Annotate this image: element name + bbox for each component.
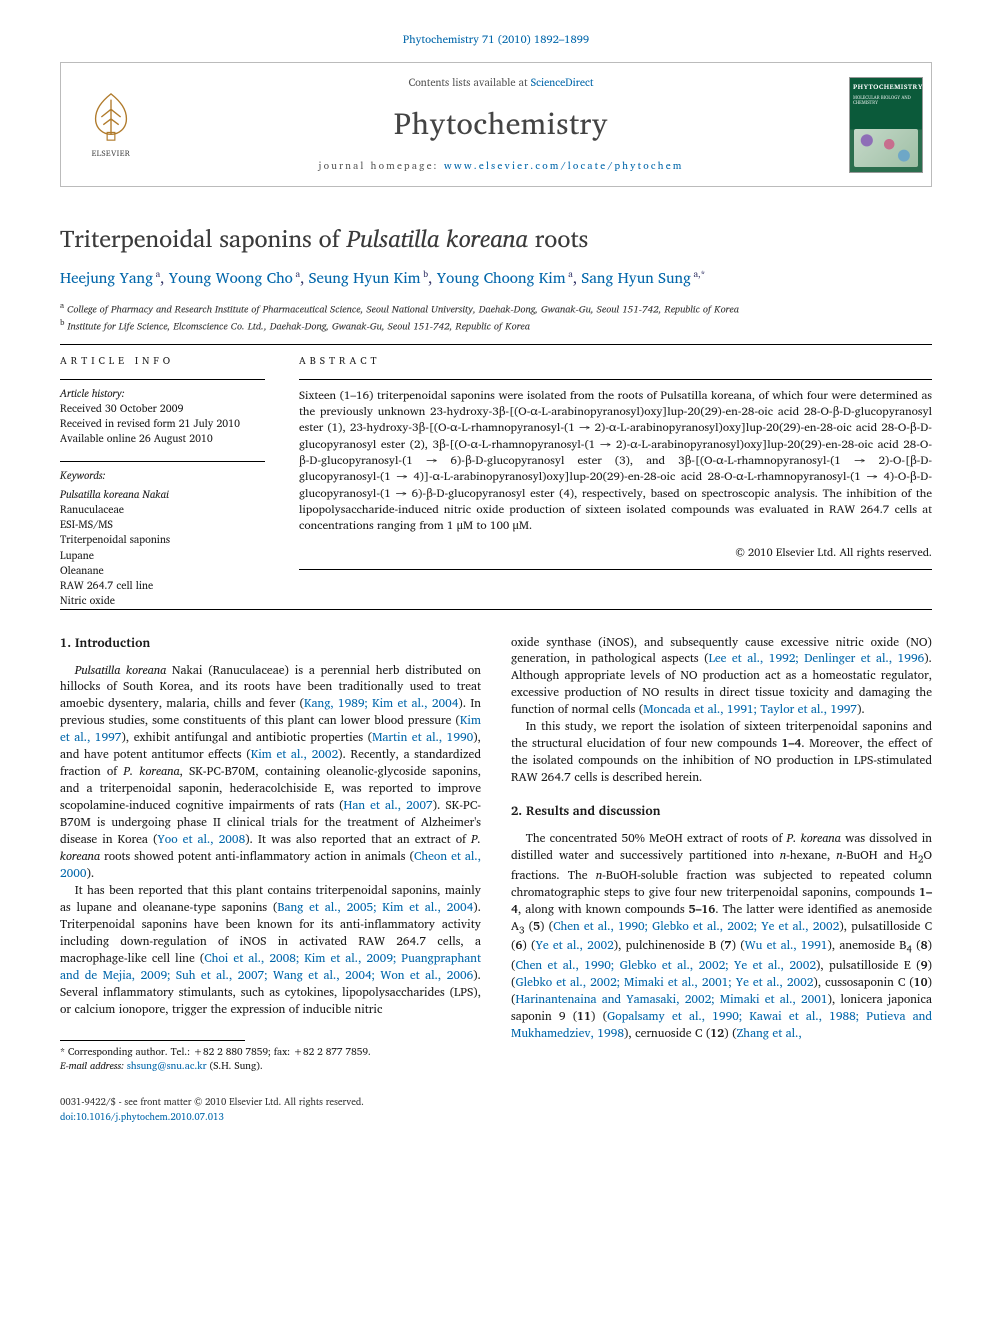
authors-line: Heejung Yang a, Young Woong Cho a, Seung… — [60, 265, 932, 290]
body-paragraph: Pulsatilla koreana Nakai (Ranuculaceae) … — [60, 662, 481, 883]
author-affil-sup: a — [566, 266, 573, 281]
header-center: Contents lists available at ScienceDirec… — [161, 63, 841, 186]
publisher-name: ELSEVIER — [92, 146, 131, 160]
title-post: roots — [528, 218, 588, 258]
author-link[interactable]: Seung Hyun Kim — [309, 265, 421, 290]
author-affil-sup: b — [421, 266, 429, 281]
divider — [60, 344, 932, 345]
divider — [299, 569, 932, 570]
journal-homepage-line: journal homepage: www.elsevier.com/locat… — [167, 158, 835, 174]
affil-text: Institute for Life Science, Elcomscience… — [67, 318, 530, 334]
body-paragraph: oxide synthase (iNOS), and subsequently … — [511, 634, 932, 719]
cover-title: PHYTOCHEMISTRY — [853, 82, 919, 93]
citation-link[interactable]: Kim et al., 2002 — [251, 745, 338, 764]
body-two-column: 1. Introduction Pulsatilla koreana Nakai… — [60, 634, 932, 1074]
keywords-label: Keywords: — [60, 468, 265, 483]
body-paragraph: The concentrated 50% MeOH extract of roo… — [511, 830, 932, 1041]
contents-available-line: Contents lists available at ScienceDirec… — [167, 73, 835, 91]
abstract-heading: ABSTRACT — [299, 353, 932, 369]
front-matter-line: 0031-9422/$ - see front matter © 2010 El… — [60, 1095, 364, 1110]
article-info-column: ARTICLE INFO Article history: Received 3… — [60, 353, 265, 609]
citation-link[interactable]: Lee et al., 1992; Denlinger et al., 1996 — [709, 649, 925, 668]
elsevier-logo: ELSEVIER — [81, 90, 141, 160]
citation-link[interactable]: Wu et al., 1991 — [745, 936, 828, 955]
footer-left: 0031-9422/$ - see front matter © 2010 El… — [60, 1095, 364, 1125]
citation-link[interactable]: Martin et al., 1990 — [372, 728, 473, 747]
author-link[interactable]: Young Woong Cho — [169, 265, 293, 290]
affil-text: College of Pharmacy and Research Institu… — [67, 301, 739, 317]
page-footer: 0031-9422/$ - see front matter © 2010 El… — [60, 1095, 932, 1125]
cover-image-icon — [854, 129, 918, 167]
author-link[interactable]: Heejung Yang — [60, 265, 153, 290]
contents-prefix: Contents lists available at — [409, 73, 531, 91]
journal-cover-thumbnail: PHYTOCHEMISTRY MOLECULAR BIOLOGY AND CHE… — [849, 77, 923, 173]
citation-line: Phytochemistry 71 (2010) 1892–1899 — [60, 30, 932, 48]
citation-link[interactable]: Zhang et al., — [737, 1024, 802, 1043]
citation-link[interactable]: Han et al., 2007 — [344, 796, 433, 815]
title-italic-species: Pulsatilla koreana — [347, 218, 528, 258]
citation-link[interactable]: Bang et al., 2005; Kim et al., 2004 — [277, 898, 473, 917]
author-affil-sup: a — [293, 266, 300, 281]
citation-link[interactable]: Phytochemistry 71 (2010) 1892–1899 — [403, 30, 589, 48]
article-title: Triterpenoidal saponins of Pulsatilla ko… — [60, 223, 932, 253]
divider — [60, 379, 265, 380]
citation-link[interactable]: Chen et al., 1990; Glebko et al., 2002; … — [553, 917, 839, 936]
journal-header-box: ELSEVIER Contents lists available at Sci… — [60, 62, 932, 187]
abstract-copyright: © 2010 Elsevier Ltd. All rights reserved… — [299, 543, 932, 561]
section-heading-results: 2. Results and discussion — [511, 802, 932, 820]
citation-link[interactable]: Choi et al., 2008; Kim et al., 2009; Pua… — [60, 949, 481, 985]
divider — [60, 609, 932, 610]
cover-thumb-cell: PHYTOCHEMISTRY MOLECULAR BIOLOGY AND CHE… — [841, 63, 931, 186]
affil-sup: a — [60, 298, 64, 312]
citation-link[interactable]: Ye et al., 2002 — [535, 936, 613, 955]
author-affil-sup: a, — [691, 266, 701, 281]
section-heading-intro: 1. Introduction — [60, 634, 481, 652]
doi-line: doi:10.1016/j.phytochem.2010.07.013 — [60, 1110, 364, 1125]
article-info-heading: ARTICLE INFO — [60, 353, 265, 369]
abstract-column: ABSTRACT Sixteen (1–16) triterpenoidal s… — [299, 353, 932, 609]
email-owner: (S.H. Sung). — [207, 1058, 263, 1074]
citation-link[interactable]: Yoo et al., 2008 — [157, 830, 245, 849]
publisher-logo-cell: ELSEVIER — [61, 63, 161, 186]
homepage-prefix: journal homepage: — [318, 158, 443, 174]
corresponding-author-mark[interactable]: * — [701, 265, 706, 290]
citation-link[interactable]: Cheon et al., 2000 — [60, 847, 481, 883]
info-abstract-row: ARTICLE INFO Article history: Received 3… — [60, 353, 932, 609]
body-paragraph: In this study, we report the isolation o… — [511, 718, 932, 786]
corresponding-author-footnote: * Corresponding author. Tel.: +82 2 880 … — [60, 1045, 481, 1059]
journal-name: Phytochemistry — [167, 99, 835, 148]
keywords-list: Pulsatilla koreana Nakai Ranuculaceae ES… — [60, 487, 265, 609]
journal-homepage-link[interactable]: www.elsevier.com/locate/phytochem — [444, 158, 684, 174]
affiliation-line: a College of Pharmacy and Research Insti… — [60, 300, 932, 317]
citation-link[interactable]: Kang, 1989; Kim et al., 2004 — [304, 694, 458, 713]
author-link[interactable]: Young Choong Kim — [437, 265, 566, 290]
email-label: E-mail address: — [60, 1058, 127, 1074]
cover-subtitle: MOLECULAR BIOLOGY AND CHEMISTRY — [853, 95, 919, 106]
author-link[interactable]: Sang Hyun Sung — [581, 265, 690, 290]
body-paragraph: It has been reported that this plant con… — [60, 882, 481, 1018]
footnote-block: * Corresponding author. Tel.: +82 2 880 … — [60, 1040, 481, 1073]
elsevier-tree-icon — [82, 90, 140, 144]
footnote-rule — [60, 1040, 245, 1041]
author-affil-sup: a — [153, 266, 160, 281]
history-line: Available online 26 August 2010 — [60, 431, 265, 446]
doi-link[interactable]: doi:10.1016/j.phytochem.2010.07.013 — [60, 1110, 224, 1125]
abstract-text: Sixteen (1–16) triterpenoidal saponins w… — [299, 388, 932, 535]
corresponding-email-link[interactable]: shsung@snu.ac.kr — [127, 1058, 207, 1074]
affiliations: a College of Pharmacy and Research Insti… — [60, 300, 932, 334]
divider — [60, 461, 265, 462]
title-pre: Triterpenoidal saponins of — [60, 218, 347, 258]
affil-sup: b — [60, 315, 64, 329]
keyword: Nitric oxide — [60, 593, 265, 608]
email-footnote: E-mail address: shsung@snu.ac.kr (S.H. S… — [60, 1059, 481, 1073]
divider — [299, 379, 932, 380]
affiliation-line: b Institute for Life Science, Elcomscien… — [60, 317, 932, 334]
sciencedirect-link[interactable]: ScienceDirect — [531, 73, 594, 91]
